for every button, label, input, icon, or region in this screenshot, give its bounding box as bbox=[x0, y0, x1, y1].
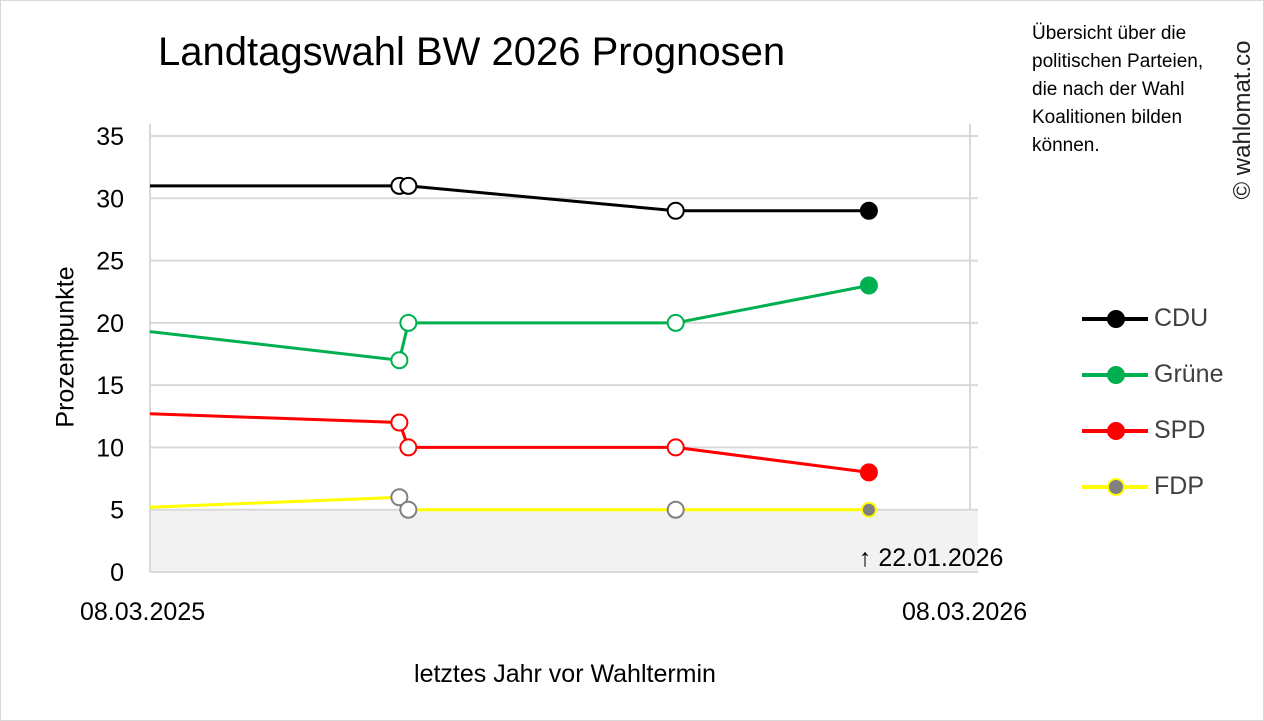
data-point-spd bbox=[666, 438, 685, 457]
data-point-cdu bbox=[859, 201, 878, 220]
data-point-grüne bbox=[859, 276, 878, 295]
data-point-fdp bbox=[399, 500, 418, 519]
y-tick-label: 25 bbox=[96, 248, 124, 276]
legend-marker bbox=[1107, 422, 1125, 440]
data-point-fdp bbox=[390, 488, 409, 507]
threshold-band bbox=[150, 509, 978, 572]
data-point-spd bbox=[399, 438, 418, 457]
legend-label: SPD bbox=[1154, 416, 1206, 444]
data-point-grüne bbox=[390, 351, 409, 370]
date-annotation: ↑ 22.01.2026 bbox=[859, 544, 1004, 572]
data-point-grüne bbox=[666, 313, 685, 332]
x-tick-end: 08.03.2026 bbox=[902, 598, 1028, 626]
legend-marker bbox=[1107, 366, 1125, 384]
y-tick-label: 35 bbox=[96, 123, 124, 151]
legend-label: FDP bbox=[1154, 472, 1204, 500]
y-tick-label: 20 bbox=[96, 310, 124, 338]
data-point-spd bbox=[859, 463, 878, 482]
legend-marker bbox=[1107, 478, 1125, 496]
y-tick-label: 10 bbox=[96, 434, 124, 462]
series-line-fdp bbox=[149, 495, 869, 512]
y-tick-label: 30 bbox=[96, 185, 124, 213]
data-point-fdp bbox=[860, 501, 877, 518]
data-point-spd bbox=[390, 413, 409, 432]
legend-label: CDU bbox=[1154, 304, 1209, 332]
chart-note: Übersicht über die politischen Parteien,… bbox=[1032, 23, 1204, 156]
x-axis-label: letztes Jahr vor Wahltermin bbox=[414, 660, 716, 688]
data-point-cdu bbox=[399, 176, 418, 195]
y-tick-label: 5 bbox=[110, 497, 124, 525]
series-line-spd bbox=[149, 412, 870, 474]
data-point-fdp bbox=[666, 500, 685, 519]
y-tick-label: 0 bbox=[110, 559, 124, 587]
legend-label: Grüne bbox=[1154, 360, 1224, 388]
y-tick-label: 15 bbox=[96, 372, 124, 400]
legend-marker bbox=[1107, 310, 1125, 328]
data-point-cdu bbox=[666, 201, 685, 220]
chart-title: Landtagswahl BW 2026 Prognosen bbox=[158, 30, 786, 74]
x-tick-start: 08.03.2025 bbox=[80, 598, 206, 626]
data-point-grüne bbox=[399, 313, 418, 332]
